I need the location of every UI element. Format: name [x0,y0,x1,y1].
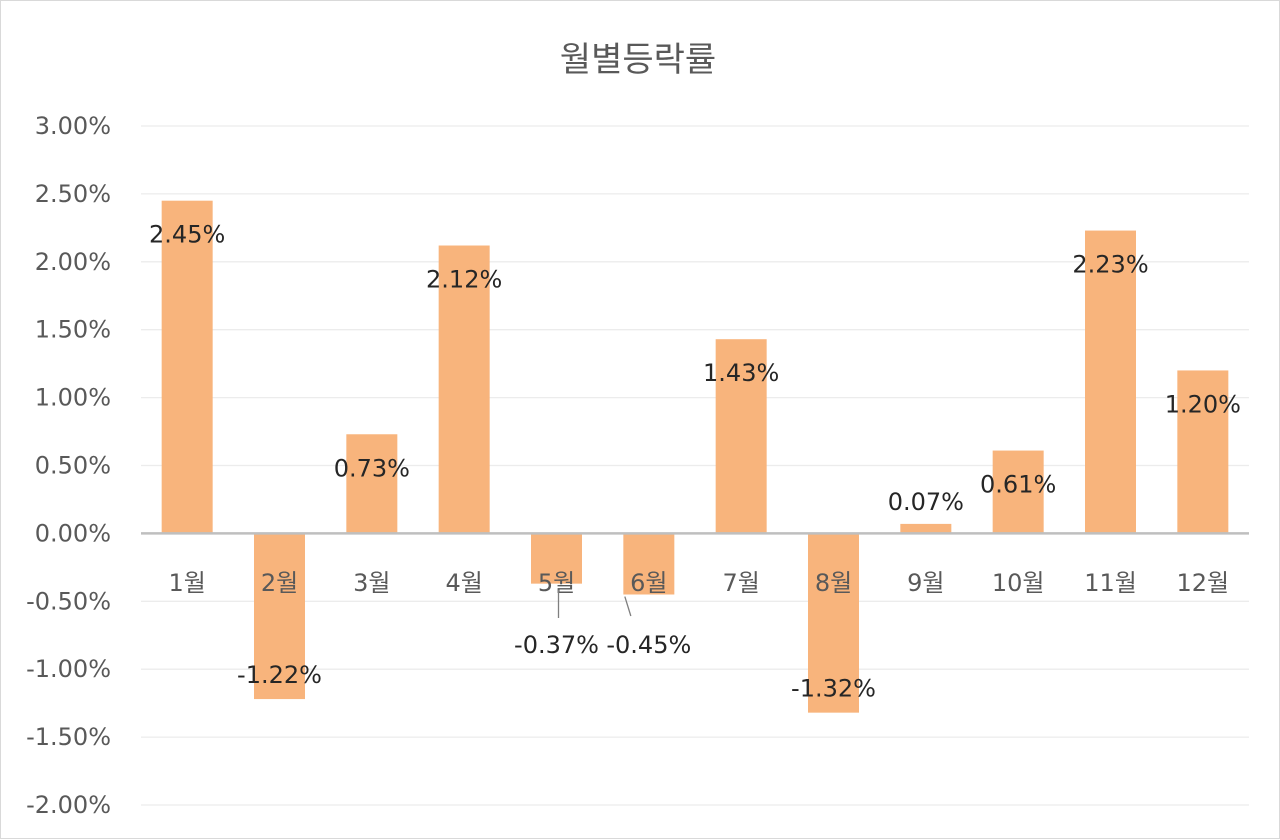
x-category-label: 5월 [538,569,575,597]
x-category-label: 8월 [815,569,852,597]
data-label: -0.37% [514,631,599,659]
x-category-label: 2월 [261,569,298,597]
y-tick-label: 3.00% [35,112,111,140]
data-label: -0.45% [606,631,691,659]
label-leader-line [624,596,632,617]
x-category-label: 12월 [1177,569,1230,597]
data-label: -1.32% [791,675,876,703]
bar [808,533,859,713]
data-label: 0.73% [334,454,410,482]
y-tick-label: -0.50% [26,587,111,615]
bar [531,533,582,584]
data-labels: 2.45% -1.22% 0.73% 2.12% -0.37% -0.45% 1.43% -1… [149,221,1241,703]
data-label: -1.22% [237,661,322,689]
chart-title: 월별등락률 [560,40,716,80]
x-category-label: 10월 [992,569,1045,597]
y-tick-label: 0.50% [35,452,111,480]
bar [992,450,1044,534]
x-axis-categories: 1월 2월 3월 4월 5월 6월 7월 8월 9월 10월 11월 12월 [168,569,1229,597]
data-label: 2.45% [149,221,225,249]
bar [346,434,398,534]
y-tick-label: 1.00% [35,384,111,412]
data-label: 0.07% [888,488,964,516]
y-tick-label: -1.50% [26,723,111,751]
data-label: 1.20% [1165,390,1241,418]
bar [623,533,675,595]
y-tick-label: 2.50% [35,180,111,208]
data-label: 2.23% [1072,251,1148,279]
gridlines [141,125,1249,806]
x-category-label: 4월 [445,569,482,597]
x-category-label: 6월 [630,569,667,597]
y-axis-ticks: 3.00% 2.50% 2.00% 1.50% 1.00% 0.50% 0.00% -0.50… [26,112,111,819]
y-tick-label: -2.00% [26,791,111,819]
y-tick-label: -1.00% [26,655,111,683]
bar [1177,370,1229,534]
bar [161,200,213,534]
bar [900,523,952,534]
y-tick-label: 2.00% [35,248,111,276]
bar [715,339,767,534]
x-category-label: 9월 [907,569,944,597]
data-label: 1.43% [703,359,779,387]
x-category-label: 1월 [168,569,205,597]
x-category-label: 7월 [722,569,759,597]
bar [254,533,305,700]
bars [161,200,1229,713]
y-tick-label: 1.50% [35,316,111,344]
y-tick-label: 0.00% [35,519,111,547]
data-label: 2.12% [426,266,502,294]
bar [438,245,490,534]
bar [1085,230,1136,534]
data-label: 0.61% [980,471,1056,499]
x-category-label: 11월 [1084,569,1137,597]
x-category-label: 3월 [353,569,390,597]
